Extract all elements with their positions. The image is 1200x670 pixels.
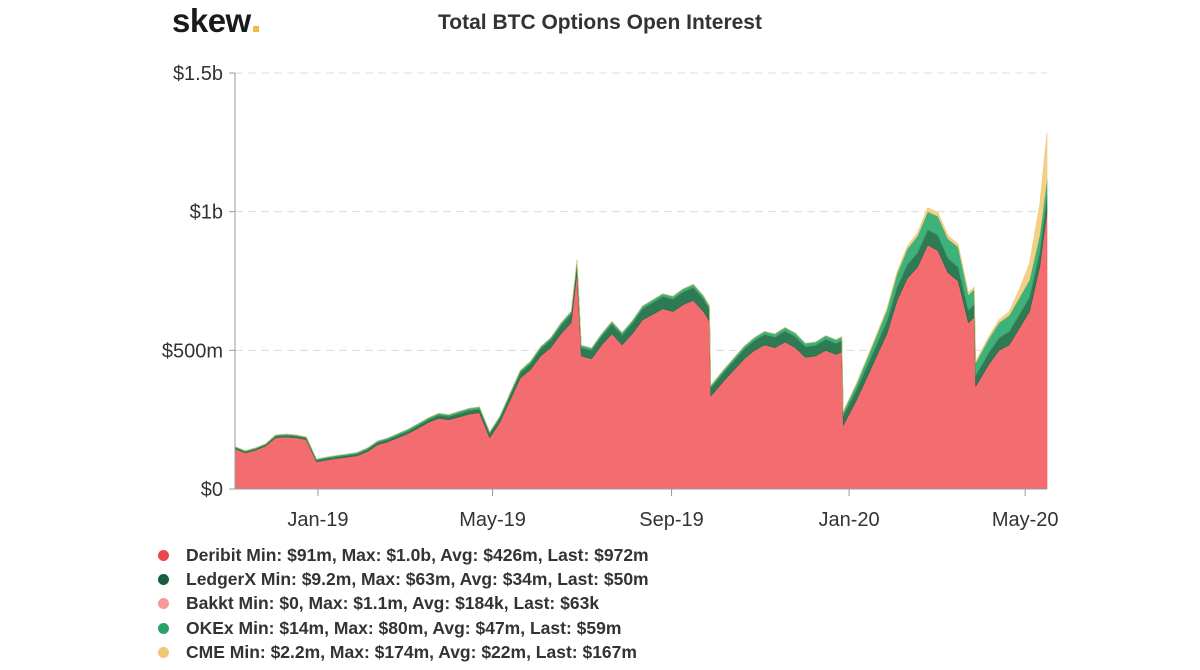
legend-label: Deribit Min: $91m, Max: $1.0b, Avg: $426… bbox=[186, 544, 649, 565]
chart-title: Total BTC Options Open Interest bbox=[438, 11, 762, 34]
legend-marker bbox=[158, 647, 169, 659]
x-tick-label: Jan-20 bbox=[819, 509, 880, 531]
area-cme bbox=[234, 132, 1048, 460]
x-tick-label: May-20 bbox=[992, 509, 1059, 531]
logo-dot bbox=[252, 26, 259, 32]
skew-logo: skew bbox=[172, 2, 259, 40]
axes: $0 $500m $1b $1.5b Jan-19 May-19 Sep-19 Jan-20 M… bbox=[162, 63, 1059, 531]
legend-marker bbox=[158, 622, 169, 634]
legend-label: LedgerX Min: $9.2m, Max: $63m, Avg: $34m… bbox=[186, 569, 649, 590]
y-tick-label: $1.5b bbox=[173, 63, 223, 85]
legend-marker bbox=[158, 549, 169, 561]
legend-marker bbox=[158, 574, 169, 586]
y-tick-label: $0 bbox=[201, 479, 223, 501]
y-tick-label: $1b bbox=[190, 202, 223, 224]
legend-item[interactable]: CME Min: $2.2m, Max: $174m, Avg: $22m, L… bbox=[158, 641, 649, 665]
legend-item[interactable]: LedgerX Min: $9.2m, Max: $63m, Avg: $34m… bbox=[158, 567, 649, 591]
legend-label: Bakkt Min: $0, Max: $1.1m, Avg: $184k, L… bbox=[186, 593, 600, 614]
x-tick-label: Sep-19 bbox=[639, 509, 704, 531]
y-tick-label: $500m bbox=[162, 340, 223, 362]
chart-area: $0 $500m $1b $1.5b Jan-19 May-19 Sep-19 Jan-20 M… bbox=[162, 63, 1059, 531]
legend-item[interactable]: Bakkt Min: $0, Max: $1.1m, Avg: $184k, L… bbox=[158, 592, 649, 616]
legend: Deribit Min: $91m, Max: $1.0b, Avg: $426… bbox=[158, 543, 649, 665]
legend-item[interactable]: OKEx Min: $14m, Max: $80m, Avg: $47m, La… bbox=[158, 616, 649, 640]
x-tick-label: Jan-19 bbox=[287, 509, 348, 531]
legend-marker bbox=[158, 598, 169, 610]
legend-label: CME Min: $2.2m, Max: $174m, Avg: $22m, L… bbox=[186, 642, 637, 663]
x-tick-label: May-19 bbox=[459, 509, 526, 531]
logo-text: skew bbox=[172, 2, 251, 39]
legend-item[interactable]: Deribit Min: $91m, Max: $1.0b, Avg: $426… bbox=[158, 543, 649, 567]
legend-label: OKEx Min: $14m, Max: $80m, Avg: $47m, La… bbox=[186, 617, 622, 638]
series-areas bbox=[234, 132, 1048, 490]
